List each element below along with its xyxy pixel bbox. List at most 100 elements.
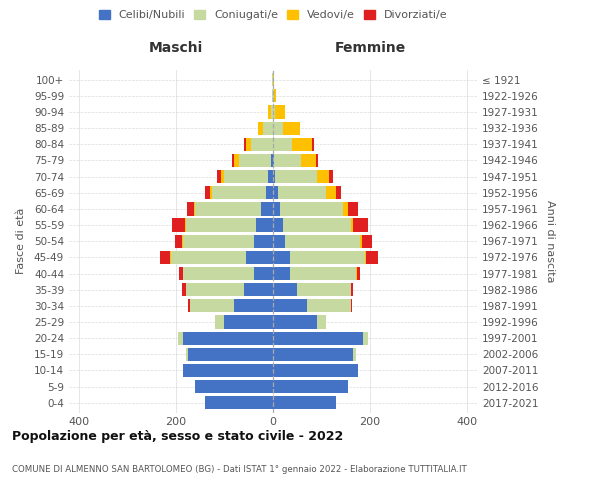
Bar xyxy=(353,348,356,361)
Bar xyxy=(343,202,348,215)
Bar xyxy=(273,234,285,248)
Bar xyxy=(351,283,353,296)
Bar xyxy=(273,251,290,264)
Bar xyxy=(261,202,273,215)
Bar xyxy=(273,106,275,118)
Bar xyxy=(363,332,368,345)
Bar xyxy=(365,251,366,264)
Bar xyxy=(160,251,170,264)
Bar xyxy=(239,154,271,167)
Bar xyxy=(179,267,183,280)
Bar xyxy=(232,154,234,167)
Bar xyxy=(312,138,314,151)
Bar xyxy=(329,170,333,183)
Bar xyxy=(170,251,171,264)
Bar xyxy=(273,186,278,200)
Bar xyxy=(273,283,297,296)
Bar xyxy=(273,332,363,345)
Bar xyxy=(271,154,273,167)
Bar xyxy=(271,106,273,118)
Bar xyxy=(185,283,244,296)
Bar xyxy=(285,234,361,248)
Bar xyxy=(212,186,266,200)
Bar xyxy=(290,251,365,264)
Bar xyxy=(254,234,273,248)
Bar xyxy=(183,234,254,248)
Bar xyxy=(195,380,273,394)
Bar xyxy=(273,138,292,151)
Text: Femmine: Femmine xyxy=(335,41,406,55)
Bar xyxy=(210,186,212,200)
Bar xyxy=(221,170,224,183)
Bar xyxy=(273,122,283,135)
Bar xyxy=(283,218,351,232)
Bar xyxy=(351,218,353,232)
Bar xyxy=(353,218,368,232)
Bar xyxy=(273,299,307,312)
Bar xyxy=(301,154,316,167)
Bar xyxy=(188,348,273,361)
Bar xyxy=(272,89,273,102)
Bar xyxy=(187,202,194,215)
Bar xyxy=(274,89,277,102)
Bar xyxy=(188,299,190,312)
Bar xyxy=(224,316,273,328)
Bar xyxy=(356,267,361,280)
Bar xyxy=(273,316,317,328)
Bar xyxy=(290,267,356,280)
Bar xyxy=(171,251,246,264)
Bar xyxy=(275,170,317,183)
Bar xyxy=(194,202,195,215)
Bar xyxy=(244,138,246,151)
Bar xyxy=(185,218,256,232)
Bar xyxy=(283,122,300,135)
Bar xyxy=(336,186,341,200)
Bar xyxy=(215,316,224,328)
Bar xyxy=(292,138,312,151)
Bar xyxy=(182,234,183,248)
Bar xyxy=(361,234,362,248)
Bar xyxy=(205,186,210,200)
Bar xyxy=(297,283,351,296)
Bar xyxy=(254,267,273,280)
Bar xyxy=(251,138,273,151)
Bar xyxy=(362,234,371,248)
Bar xyxy=(317,170,329,183)
Bar xyxy=(366,251,379,264)
Bar xyxy=(307,299,351,312)
Bar xyxy=(316,154,318,167)
Bar xyxy=(268,106,271,118)
Y-axis label: Anni di nascita: Anni di nascita xyxy=(545,200,555,282)
Bar xyxy=(175,234,182,248)
Bar xyxy=(351,299,352,312)
Bar xyxy=(280,202,343,215)
Bar xyxy=(185,348,188,361)
Bar xyxy=(273,202,280,215)
Bar xyxy=(273,348,353,361)
Bar xyxy=(244,283,273,296)
Bar xyxy=(263,122,273,135)
Bar xyxy=(326,186,336,200)
Bar xyxy=(273,380,348,394)
Bar xyxy=(272,73,273,86)
Bar xyxy=(348,202,358,215)
Bar xyxy=(256,218,273,232)
Bar xyxy=(273,154,274,167)
Bar xyxy=(205,396,273,409)
Bar xyxy=(273,218,283,232)
Bar xyxy=(275,106,285,118)
Bar xyxy=(195,202,261,215)
Bar xyxy=(183,364,273,377)
Bar xyxy=(274,154,301,167)
Bar xyxy=(266,186,273,200)
Bar xyxy=(224,170,268,183)
Bar xyxy=(268,170,273,183)
Bar xyxy=(273,89,274,102)
Bar xyxy=(183,267,254,280)
Bar xyxy=(234,154,239,167)
Bar xyxy=(278,186,326,200)
Text: Popolazione per età, sesso e stato civile - 2022: Popolazione per età, sesso e stato civil… xyxy=(12,430,343,443)
Bar xyxy=(246,138,251,151)
Legend: Celibi/Nubili, Coniugati/e, Vedovi/e, Divorziati/e: Celibi/Nubili, Coniugati/e, Vedovi/e, Di… xyxy=(94,6,452,25)
Bar xyxy=(234,299,273,312)
